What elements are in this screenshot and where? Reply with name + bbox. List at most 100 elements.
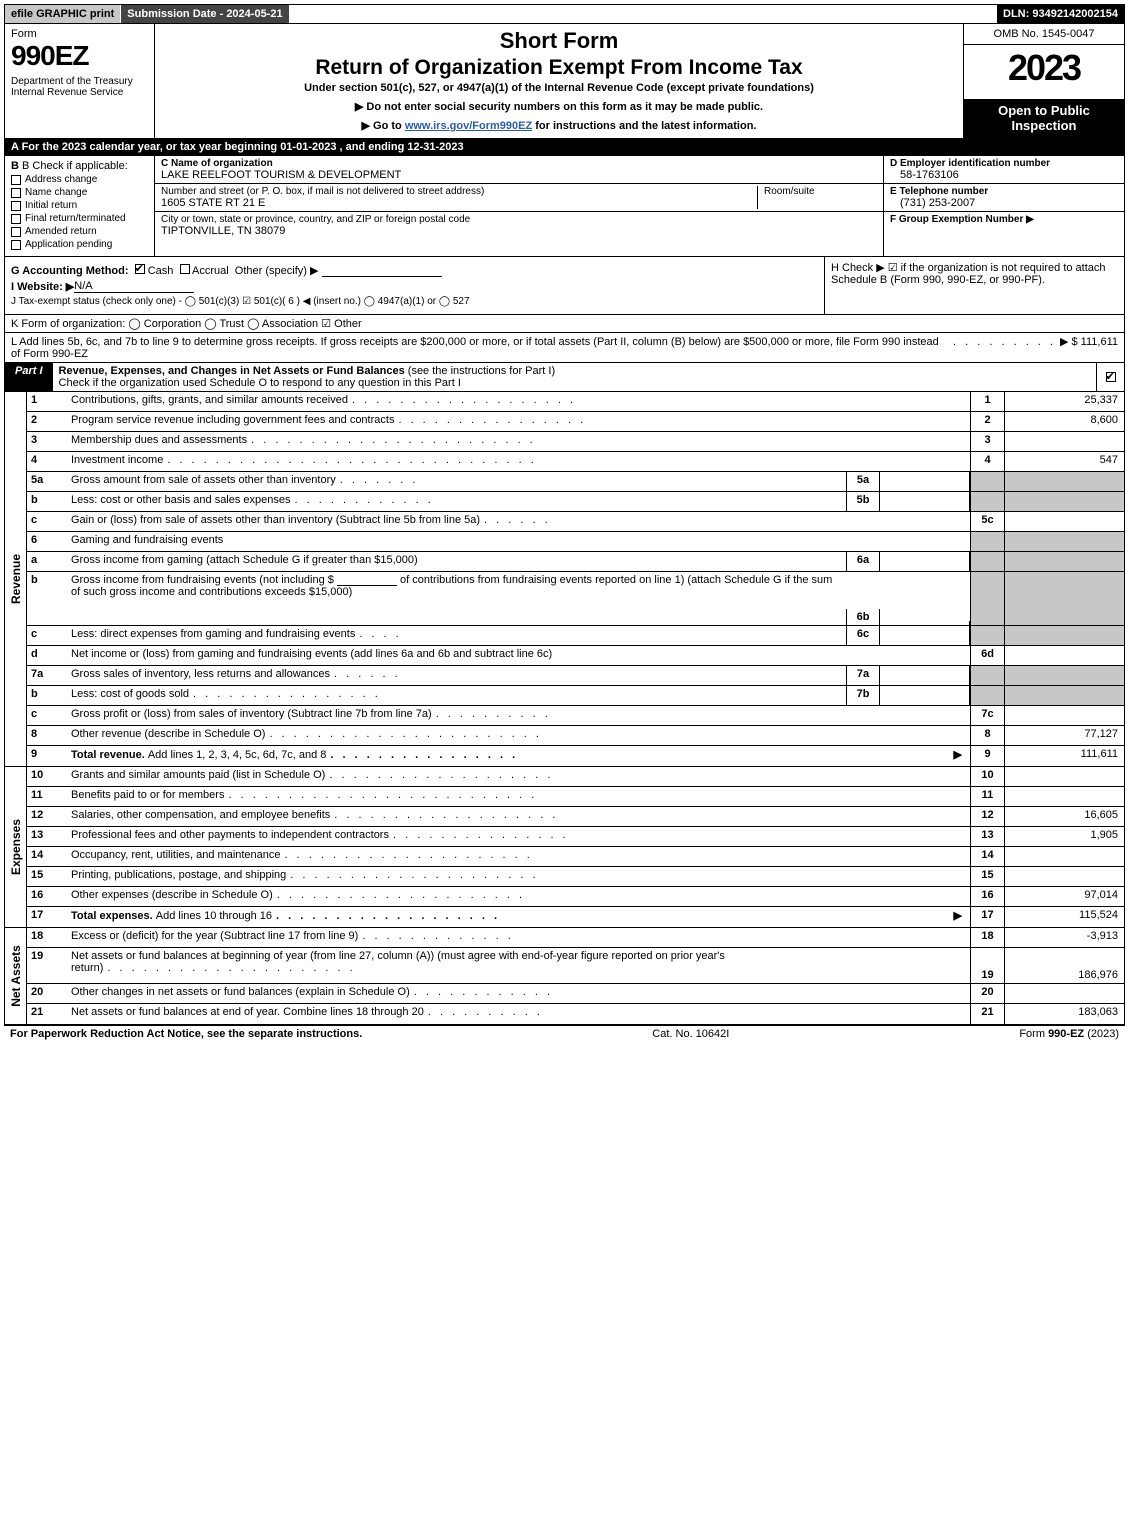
line-15: 15 Printing, publications, postage, and … [27,867,1124,887]
top-bar: efile GRAPHIC print Submission Date - 20… [4,4,1125,24]
checkbox-icon[interactable] [11,240,21,250]
inset-label: 5b [846,492,880,511]
line-ref-shade [970,532,1004,551]
dots: . . . . . . . . . . . . . . . . . . . . … [265,728,966,740]
line-ref: 5c [970,512,1004,531]
city-row: City or town, state or province, country… [155,212,883,239]
line-text: Net assets or fund balances at end of ye… [71,1006,424,1018]
dots: . . . . . . . . . . . . . . . . [326,749,949,761]
short-form-title: Short Form [161,28,957,54]
checkbox-icon[interactable] [11,188,21,198]
dots: . . . . . . . . . . . . . . . . . . . [325,769,966,781]
dots: . . . . . . . . . . . . . . . . . . . . … [103,962,359,974]
opt-label: Application pending [25,239,112,250]
opt-label: Initial return [25,200,77,211]
footer-right-post: (2023) [1084,1028,1119,1040]
line-num: 5a [27,472,67,491]
line-value: 77,127 [1004,726,1124,745]
opt-amended-return[interactable]: Amended return [11,226,148,237]
col-c: C Name of organization LAKE REELFOOT TOU… [155,156,884,256]
line-num: a [27,552,67,571]
opt-initial-return[interactable]: Initial return [11,200,148,211]
line-text: Gross amount from sale of assets other t… [71,474,336,486]
inset-value [880,666,970,685]
dots: . . . . . . . . . . . . . . . . . . . [348,394,966,406]
line-text: Printing, publications, postage, and shi… [71,869,286,881]
line-text: Add lines 10 through 16 [156,910,272,922]
line-8: 8 Other revenue (describe in Schedule O)… [27,726,1124,746]
revenue-vlabel: Revenue [5,392,27,766]
opt-application-pending[interactable]: Application pending [11,239,148,250]
opt-address-change[interactable]: Address change [11,174,148,185]
line-num: 1 [27,392,67,411]
netassets-vtext: Net Assets [9,945,23,1007]
line-text: Occupancy, rent, utilities, and maintena… [71,849,281,861]
line-5b: b Less: cost or other basis and sales ex… [27,492,1124,512]
line-value [1004,432,1124,451]
city-label: City or town, state or province, country… [161,214,877,225]
tel-label: E Telephone number [890,186,988,197]
line-ref: 15 [970,867,1004,886]
dots: . . . . . . . . . . . . . . . . . . . . … [247,434,966,446]
opt-final-return[interactable]: Final return/terminated [11,213,148,224]
line-7b: b Less: cost of goods sold. . . . . . . … [27,686,1124,706]
dots: . . . . . . [330,668,842,680]
room-suite: Room/suite [757,186,877,209]
irs-link[interactable]: www.irs.gov/Form990EZ [405,120,532,132]
part-check-line: Check if the organization used Schedule … [59,377,1090,389]
line-num: 4 [27,452,67,471]
efile-print[interactable]: efile GRAPHIC print [5,5,121,23]
checkbox-accrual-icon[interactable] [180,264,190,274]
line-ref: 8 [970,726,1004,745]
section-ghij: G Accounting Method: Cash Accrual Other … [4,257,1125,315]
group-exemption-label: F Group Exemption Number ▶ [890,214,1034,225]
goto-post: for instructions and the latest informat… [532,120,756,132]
checkbox-icon[interactable] [11,214,21,224]
checkbox-icon[interactable] [11,201,21,211]
checkbox-icon[interactable] [11,227,21,237]
line-19: 19 Net assets or fund balances at beginn… [27,948,1124,984]
line-ref-shade [970,666,1004,685]
line-value [1004,847,1124,866]
line-ref: 18 [970,928,1004,947]
expenses-section: Expenses 10 Grants and similar amounts p… [4,767,1125,928]
line-num: b [27,492,67,511]
line-value-shade [1004,626,1124,645]
line-5c: c Gain or (loss) from sale of assets oth… [27,512,1124,532]
line-12: 12 Salaries, other compensation, and emp… [27,807,1124,827]
line-num: 18 [27,928,67,947]
line-20: 20 Other changes in net assets or fund b… [27,984,1124,1004]
i-label: I Website: ▶ [11,281,74,293]
line-text: Excess or (deficit) for the year (Subtra… [71,930,358,942]
inset-label: 6c [846,626,880,645]
address-value: 1605 STATE RT 21 E [161,197,757,209]
line-value: 25,337 [1004,392,1124,411]
line-value [1004,767,1124,786]
line-value: 16,605 [1004,807,1124,826]
form-word: Form [11,28,148,40]
form-title: Return of Organization Exempt From Incom… [161,56,957,80]
dots: . . . . . . . . . . . . . . . . . . . [330,809,966,821]
opt-name-change[interactable]: Name change [11,187,148,198]
part-desc: Revenue, Expenses, and Changes in Net As… [53,363,1096,391]
line-ref: 7c [970,706,1004,725]
line-ref: 16 [970,887,1004,906]
line-text: Other expenses (describe in Schedule O) [71,889,273,901]
form-header: Form 990EZ Department of the Treasury In… [4,24,1125,139]
part-sub: (see the instructions for Part I) [408,365,555,377]
tel-value: (731) 253-2007 [890,197,1118,209]
line-6a: a Gross income from gaming (attach Sched… [27,552,1124,572]
dots: . . . . . . . . . . . . . . . . . . . . … [273,889,966,901]
open-to-public: Open to Public Inspection [964,99,1124,138]
checkbox-cash-icon[interactable] [135,264,145,274]
part-check[interactable] [1096,363,1124,391]
opt-label: Final return/terminated [25,213,126,224]
line-value-shade [1004,492,1124,511]
checkbox-icon[interactable] [11,175,21,185]
checkbox-icon[interactable] [1106,372,1116,382]
line-text: Professional fees and other payments to … [71,829,389,841]
expenses-vtext: Expenses [9,819,23,875]
line-text-1: Gross income from fundraising events (no… [71,574,334,586]
dots: . . . . . . . [336,474,842,486]
line-num: b [27,686,67,705]
